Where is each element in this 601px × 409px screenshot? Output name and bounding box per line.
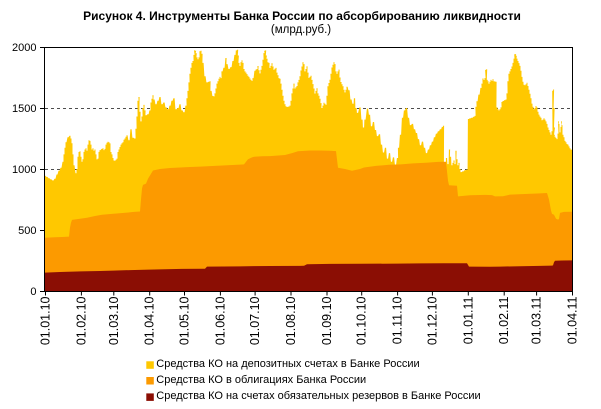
svg-text:2000: 2000 (12, 42, 36, 54)
svg-text:01.06.10: 01.06.10 (213, 296, 227, 345)
svg-text:1500: 1500 (12, 103, 36, 115)
svg-text:01.02.11: 01.02.11 (497, 296, 511, 344)
svg-text:01.01.10: 01.01.10 (39, 296, 53, 345)
svg-text:Средства КО на счетах обязател: Средства КО на счетах обязательных резер… (156, 390, 480, 402)
svg-text:01.10.10: 01.10.10 (355, 296, 369, 345)
svg-text:0: 0 (30, 286, 36, 298)
svg-text:01.05.10: 01.05.10 (178, 296, 192, 345)
svg-text:01.03.10: 01.03.10 (107, 296, 121, 345)
svg-text:01.07.10: 01.07.10 (248, 296, 262, 345)
svg-text:500: 500 (18, 225, 36, 237)
svg-text:01.04.11: 01.04.11 (566, 296, 580, 344)
svg-text:1000: 1000 (12, 164, 36, 176)
svg-text:(млрд.руб.): (млрд.руб.) (271, 24, 331, 36)
svg-text:01.08.10: 01.08.10 (284, 296, 298, 345)
svg-text:01.09.10: 01.09.10 (320, 296, 334, 345)
svg-text:01.02.10: 01.02.10 (74, 296, 88, 345)
svg-text:01.01.11: 01.01.11 (461, 296, 475, 344)
svg-text:Средства КО в облигациях Банка: Средства КО в облигациях Банка России (156, 374, 366, 386)
svg-text:01.04.10: 01.04.10 (143, 296, 157, 345)
svg-text:Рисунок 4. Инструменты Банка Р: Рисунок 4. Инструменты Банка России по а… (83, 9, 521, 23)
svg-text:01.11.10: 01.11.10 (391, 296, 405, 344)
svg-text:01.03.11: 01.03.11 (530, 296, 544, 344)
svg-text:01.12.10: 01.12.10 (425, 296, 439, 345)
svg-text:Средства КО на депозитных счет: Средства КО на депозитных счетах в Банке… (156, 358, 419, 370)
